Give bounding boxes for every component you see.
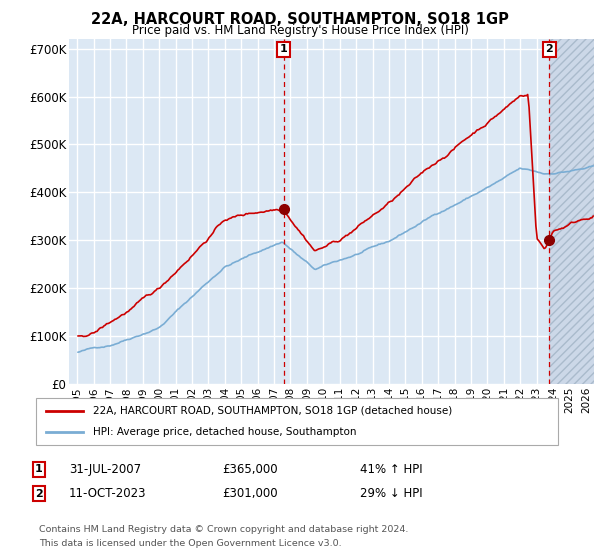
Text: This data is licensed under the Open Government Licence v3.0.: This data is licensed under the Open Gov… — [39, 539, 341, 548]
Text: 1: 1 — [35, 464, 43, 474]
Text: 22A, HARCOURT ROAD, SOUTHAMPTON, SO18 1GP (detached house): 22A, HARCOURT ROAD, SOUTHAMPTON, SO18 1G… — [94, 406, 452, 416]
Text: 11-OCT-2023: 11-OCT-2023 — [69, 487, 146, 501]
Text: 1: 1 — [280, 44, 287, 54]
FancyBboxPatch shape — [36, 398, 558, 445]
Text: 29% ↓ HPI: 29% ↓ HPI — [360, 487, 422, 501]
Text: HPI: Average price, detached house, Southampton: HPI: Average price, detached house, Sout… — [94, 427, 357, 437]
Text: 2: 2 — [35, 489, 43, 499]
Text: Contains HM Land Registry data © Crown copyright and database right 2024.: Contains HM Land Registry data © Crown c… — [39, 525, 409, 534]
Text: 2: 2 — [545, 44, 553, 54]
Text: 41% ↑ HPI: 41% ↑ HPI — [360, 463, 422, 476]
Text: 31-JUL-2007: 31-JUL-2007 — [69, 463, 141, 476]
Text: £365,000: £365,000 — [222, 463, 278, 476]
Text: 22A, HARCOURT ROAD, SOUTHAMPTON, SO18 1GP: 22A, HARCOURT ROAD, SOUTHAMPTON, SO18 1G… — [91, 12, 509, 27]
Text: Price paid vs. HM Land Registry's House Price Index (HPI): Price paid vs. HM Land Registry's House … — [131, 24, 469, 37]
Text: £301,000: £301,000 — [222, 487, 278, 501]
Bar — [550, 39, 594, 384]
